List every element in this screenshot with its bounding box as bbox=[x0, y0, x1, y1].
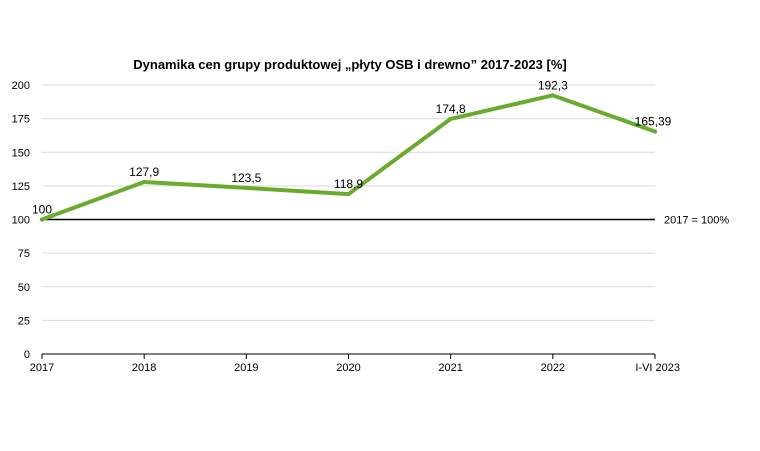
x-tick-label: 2017 bbox=[30, 362, 54, 374]
y-tick-label: 175 bbox=[12, 114, 30, 126]
data-label: 174,8 bbox=[436, 102, 466, 116]
data-label: 165,39 bbox=[635, 115, 672, 129]
reference-line-group: 2017 = 100% bbox=[42, 215, 729, 227]
y-tick-label: 150 bbox=[12, 147, 30, 159]
data-label: 123,5 bbox=[231, 171, 261, 185]
chart-title: Dynamika cen grupy produktowej „płyty OS… bbox=[133, 57, 566, 72]
reference-line-label: 2017 = 100% bbox=[664, 215, 729, 227]
data-labels: 100 127,9 123,5 118,9 174,8 192,3 165,39 bbox=[32, 78, 672, 216]
y-tick-label: 0 bbox=[24, 349, 30, 361]
x-tick-label: I-VI 2023 bbox=[635, 362, 680, 374]
data-label: 192,3 bbox=[538, 78, 568, 92]
y-tick-label: 25 bbox=[18, 315, 30, 327]
y-tick-label: 125 bbox=[12, 181, 30, 193]
y-tick-label: 200 bbox=[12, 80, 30, 92]
y-tick-label: 100 bbox=[12, 215, 30, 227]
data-point bbox=[346, 192, 351, 197]
series-layer bbox=[40, 93, 657, 222]
data-point bbox=[244, 185, 249, 190]
data-point bbox=[550, 93, 555, 98]
x-tick-label: 2021 bbox=[438, 362, 462, 374]
x-tick-label: 2018 bbox=[132, 362, 156, 374]
series-line bbox=[40, 93, 657, 222]
data-point bbox=[653, 129, 657, 134]
x-tick-label: 2020 bbox=[336, 362, 360, 374]
data-label: 118,9 bbox=[334, 177, 363, 191]
data-point bbox=[40, 217, 44, 222]
gridlines bbox=[42, 84, 655, 321]
data-point bbox=[142, 179, 147, 184]
x-tick-label: 2019 bbox=[234, 362, 258, 374]
y-axis-ticks: 0 25 50 75 100 125 150 175 200 bbox=[12, 80, 30, 361]
data-label: 127,9 bbox=[129, 165, 159, 179]
data-label: 100 bbox=[32, 203, 52, 217]
x-tick-label: 2022 bbox=[541, 362, 565, 374]
y-tick-label: 50 bbox=[18, 282, 30, 294]
x-axis-ticks: 2017 2018 2019 2020 2021 2022 I-VI 2023 bbox=[30, 354, 680, 374]
data-point bbox=[448, 116, 453, 121]
y-tick-label: 75 bbox=[18, 248, 30, 260]
